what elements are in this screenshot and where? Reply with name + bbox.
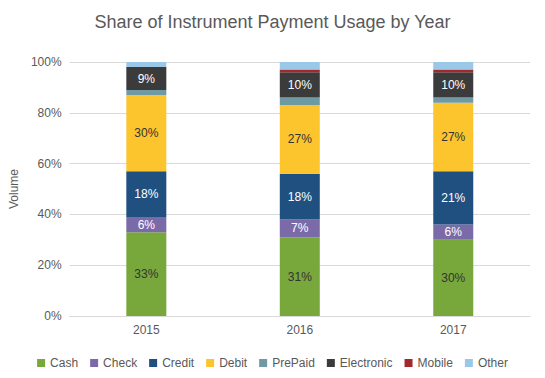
svg-text:Share of Instrument Payment Us: Share of Instrument Payment Usage by Yea… — [94, 12, 450, 32]
svg-text:6%: 6% — [138, 218, 156, 232]
svg-text:Other: Other — [478, 356, 508, 370]
svg-text:Debit: Debit — [219, 356, 248, 370]
svg-text:2017: 2017 — [440, 323, 467, 337]
svg-text:60%: 60% — [38, 157, 62, 171]
svg-text:10%: 10% — [441, 78, 465, 92]
svg-text:Check: Check — [103, 356, 138, 370]
svg-text:2015: 2015 — [133, 323, 160, 337]
svg-text:6%: 6% — [445, 225, 463, 239]
svg-text:18%: 18% — [134, 187, 158, 201]
svg-text:20%: 20% — [38, 258, 62, 272]
svg-text:PrePaid: PrePaid — [272, 356, 315, 370]
svg-text:Cash: Cash — [50, 356, 78, 370]
svg-text:33%: 33% — [134, 267, 158, 281]
svg-text:Volume: Volume — [7, 169, 21, 209]
svg-text:7%: 7% — [291, 221, 309, 235]
svg-text:2016: 2016 — [286, 323, 313, 337]
svg-text:21%: 21% — [441, 191, 465, 205]
svg-text:18%: 18% — [288, 190, 312, 204]
svg-text:Electronic: Electronic — [340, 356, 393, 370]
svg-text:100%: 100% — [31, 55, 62, 69]
svg-text:30%: 30% — [441, 271, 465, 285]
svg-text:27%: 27% — [288, 132, 312, 146]
svg-text:30%: 30% — [134, 126, 158, 140]
svg-text:31%: 31% — [288, 270, 312, 284]
svg-text:27%: 27% — [441, 130, 465, 144]
svg-text:Credit: Credit — [162, 356, 195, 370]
svg-text:80%: 80% — [38, 106, 62, 120]
svg-text:9%: 9% — [138, 72, 156, 86]
svg-text:0%: 0% — [44, 309, 62, 323]
svg-text:Mobile: Mobile — [418, 356, 454, 370]
svg-text:10%: 10% — [288, 78, 312, 92]
svg-text:40%: 40% — [38, 207, 62, 221]
